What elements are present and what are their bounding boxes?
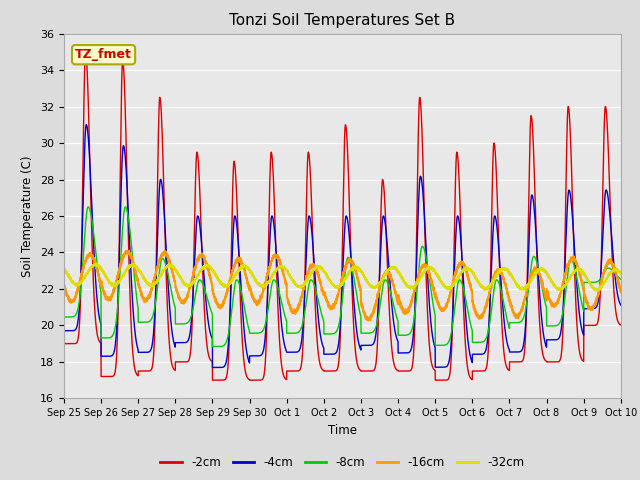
Y-axis label: Soil Temperature (C): Soil Temperature (C) [22, 155, 35, 277]
-2cm [468, 376, 476, 382]
-16cm [60, 283, 68, 288]
Text: TZ_fmet: TZ_fmet [75, 48, 132, 61]
Legend: -2cm, -4cm, -8cm, -16cm, -32cm: -2cm, -4cm, -8cm, -16cm, -32cm [156, 452, 529, 474]
-4cm [60, 328, 68, 334]
-32cm [617, 270, 625, 276]
-4cm [617, 302, 625, 308]
-32cm [436, 278, 444, 284]
-32cm [322, 270, 330, 276]
-32cm [616, 270, 624, 276]
-32cm [591, 288, 599, 293]
-16cm [617, 289, 625, 295]
-32cm [161, 266, 168, 272]
-32cm [499, 265, 507, 271]
-16cm [436, 305, 444, 311]
-8cm [161, 257, 168, 263]
-8cm [436, 343, 444, 348]
-16cm [499, 275, 507, 280]
-2cm [161, 199, 168, 205]
-16cm [125, 248, 133, 253]
-4cm [209, 365, 216, 371]
Line: -8cm: -8cm [64, 207, 621, 347]
-8cm [322, 331, 330, 337]
-16cm [161, 251, 168, 257]
Title: Tonzi Soil Temperatures Set B: Tonzi Soil Temperatures Set B [229, 13, 456, 28]
-2cm [436, 377, 444, 383]
-8cm [60, 314, 68, 320]
-32cm [93, 261, 100, 266]
-16cm [616, 287, 624, 293]
-4cm [436, 364, 444, 370]
-8cm [617, 276, 625, 282]
-8cm [84, 204, 92, 210]
-8cm [616, 276, 624, 282]
X-axis label: Time: Time [328, 424, 357, 437]
-4cm [499, 306, 507, 312]
-4cm [322, 351, 330, 357]
-2cm [616, 322, 624, 327]
-2cm [60, 341, 68, 347]
Line: -2cm: -2cm [64, 52, 621, 380]
Line: -32cm: -32cm [64, 264, 621, 290]
-32cm [60, 265, 68, 271]
-2cm [82, 49, 90, 55]
-4cm [468, 358, 476, 363]
-2cm [322, 368, 330, 374]
-4cm [83, 122, 90, 128]
-2cm [617, 322, 625, 328]
Line: -16cm: -16cm [64, 251, 621, 321]
-8cm [499, 297, 507, 302]
Line: -4cm: -4cm [64, 125, 621, 368]
-16cm [468, 288, 476, 293]
-2cm [499, 339, 507, 345]
-32cm [467, 267, 475, 273]
-4cm [616, 301, 624, 307]
-8cm [209, 344, 216, 349]
-2cm [209, 377, 216, 383]
-4cm [161, 210, 168, 216]
-16cm [322, 295, 330, 301]
-16cm [364, 318, 372, 324]
-8cm [468, 324, 476, 330]
